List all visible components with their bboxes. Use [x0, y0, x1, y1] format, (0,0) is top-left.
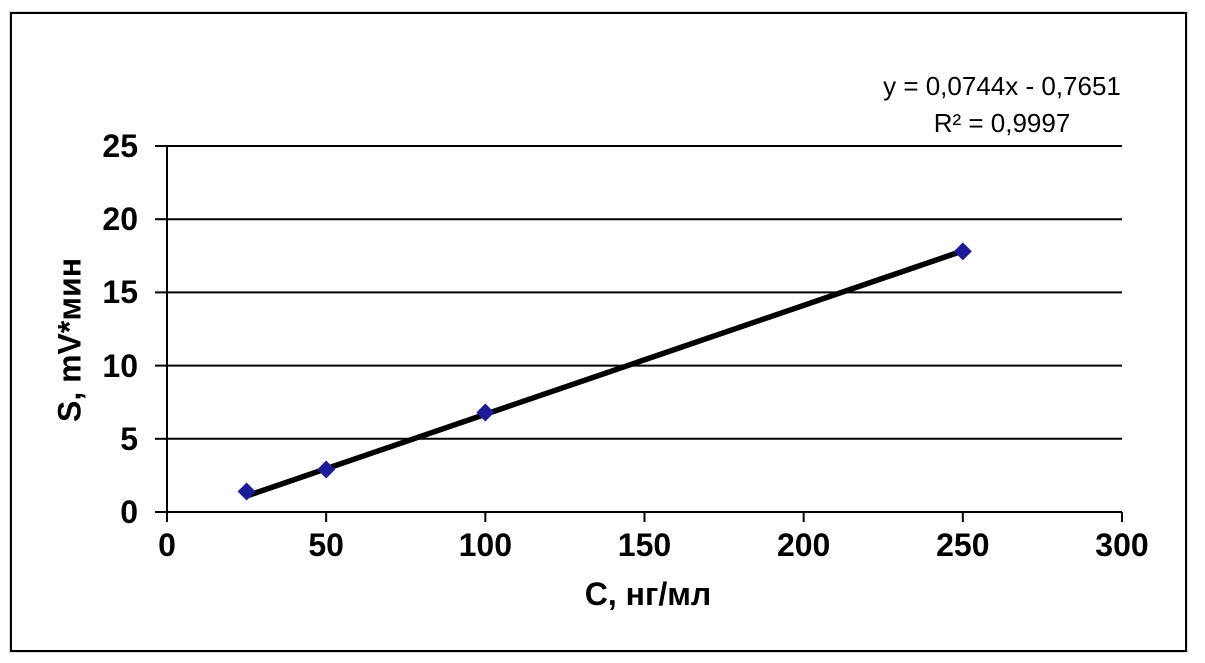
y-tick-label: 20	[102, 201, 138, 238]
r-squared-value: R² = 0,9997	[933, 108, 1071, 138]
x-tick-label: 50	[308, 527, 344, 563]
y-tick-label: 0	[120, 494, 138, 530]
y-tick-label: 15	[102, 274, 138, 311]
data-point-marker	[953, 242, 972, 261]
y-axis-title: S, mV*мин	[51, 257, 88, 423]
x-tick-label: 150	[617, 527, 672, 563]
data-point-marker	[237, 482, 256, 501]
y-tick-label: 10	[102, 347, 138, 384]
x-tick-label: 0	[158, 527, 176, 563]
x-axis-title: С, нг/мл	[584, 576, 712, 612]
chart-frame	[10, 12, 1187, 652]
trendline-annotation: y = 0,0744x - 0,7651 R² = 0,9997	[822, 68, 1182, 142]
y-tick-label: 25	[102, 128, 138, 164]
data-point-marker	[317, 460, 336, 479]
trendline-equation: y = 0,0744x - 0,7651	[883, 71, 1121, 101]
trendline	[243, 248, 966, 499]
x-tick-label: 300	[1095, 527, 1149, 563]
x-tick-label: 100	[458, 527, 513, 563]
x-tick-label: 250	[936, 527, 990, 563]
x-tick-label: 200	[776, 527, 831, 563]
data-point-marker	[476, 403, 495, 422]
y-tick-label: 5	[120, 420, 138, 457]
